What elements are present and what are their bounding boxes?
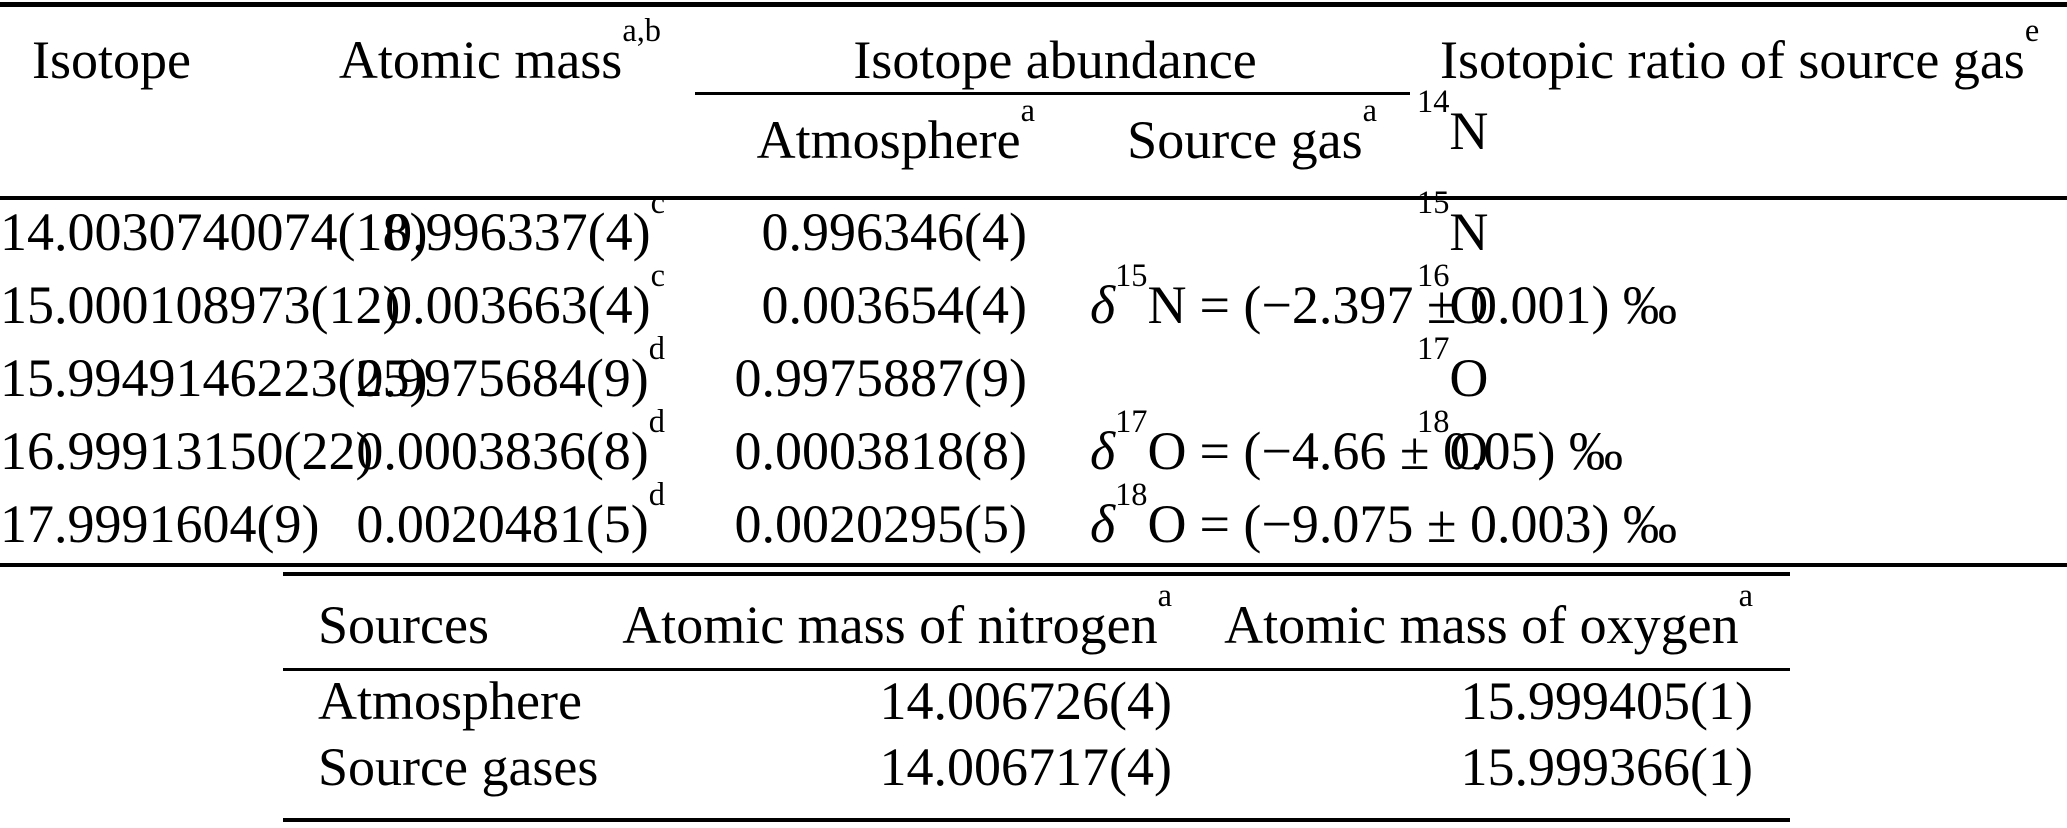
header-atomic-mass: Atomic massa,b — [240, 0, 665, 95]
header-isotopic-ratio: Isotopic ratio of source gase — [1385, 0, 2067, 95]
isotope-table: Isotope Atomic massa,b Isotope abundance… — [0, 0, 2067, 561]
delta-value: = (−9.075 ± 0.003) ‰ — [1199, 494, 1677, 554]
abundance-group-rule — [695, 92, 1410, 95]
table2-top-rule — [283, 572, 1790, 576]
header-atmosphere-text: Atmosphere — [756, 110, 1021, 170]
mass-number: 15 — [1417, 185, 1450, 222]
header-isotopic-ratio-text: Isotopic ratio of source gas — [1440, 30, 2025, 90]
atomic-mass-value: 14.0030740074(18) — [0, 202, 428, 262]
abundance-number: 0.0003836(8) — [356, 421, 649, 481]
header-source-gas-text: Source gas — [1127, 110, 1363, 170]
abundance-number: 0.996337(4) — [385, 202, 651, 262]
atomic-mass-value: 16.99913150(22) — [0, 421, 374, 481]
abundance-number: 0.003663(4) — [385, 275, 651, 335]
header-spacer — [1753, 572, 1790, 668]
delta-mass-number: 17 — [1115, 404, 1148, 441]
isotope-label: 14N — [1385, 86, 2067, 196]
source-gas-abundance-value: 0.003654(4) — [761, 275, 1027, 335]
mass-number: 16 — [1417, 258, 1450, 295]
table1-mid-rule — [0, 196, 2067, 200]
isotope-label: 15N — [1385, 187, 2067, 269]
header-isotope: Isotope — [32, 30, 191, 90]
delta-symbol: δ — [1090, 275, 1116, 335]
abundance-footnote: d — [648, 404, 665, 441]
delta-element: N — [1147, 275, 1187, 335]
sources-table: Sources Atomic mass of nitrogena Atomic … — [283, 572, 1790, 800]
nitrogen-mass-value: 14.006717(4) — [879, 737, 1172, 797]
header-atomic-mass-nitrogen-text: Atomic mass of nitrogen — [622, 595, 1158, 655]
header-atomic-mass-oxygen-footnote: a — [1738, 578, 1753, 615]
isotopic-ratio-cell: δ18O = (−9.075 ± 0.003) ‰ — [1035, 479, 1677, 561]
element-symbol: O — [1449, 421, 1489, 481]
header-source-gas-footnote: a — [1362, 93, 1377, 130]
header-atomic-mass-nitrogen: Atomic mass of nitrogena — [603, 572, 1172, 668]
abundance-footnote: c — [650, 185, 665, 222]
abundance-footnote: d — [648, 331, 665, 368]
atomic-mass-value: 15.000108973(12) — [0, 275, 401, 335]
atmosphere-abundance-value: 0.003663(4)c — [240, 260, 665, 342]
abundance-number: 0.0020481(5) — [356, 494, 649, 554]
delta-element: O — [1147, 421, 1187, 481]
header-isotopic-ratio-footnote: e — [2024, 13, 2040, 50]
row-spacer — [1753, 734, 1790, 800]
header-atomic-mass-oxygen: Atomic mass of oxygena — [1172, 572, 1753, 668]
mass-number: 14 — [1417, 84, 1450, 121]
header-atmosphere: Atmospherea — [665, 95, 1035, 196]
oxygen-mass-value: 15.999366(1) — [1460, 737, 1753, 797]
isotopic-ratio-cell: δ15N = (−2.397 ± 0.001) ‰ — [1035, 260, 1677, 342]
source-gas-abundance-value: 0.0003818(8) — [734, 421, 1027, 481]
source-name: Atmosphere — [318, 671, 582, 731]
table1-top-rule — [0, 2, 2067, 7]
header-isotope-abundance: Isotope abundance — [665, 0, 1410, 95]
header-atomic-mass-text: Atomic mass — [338, 30, 623, 90]
isotopic-ratio-cell — [1035, 196, 1385, 269]
mass-number: 17 — [1417, 331, 1450, 368]
table2-bottom-rule — [283, 818, 1790, 822]
nitrogen-mass-value: 14.006726(4) — [879, 671, 1172, 731]
delta-element: O — [1147, 494, 1187, 554]
element-symbol: O — [1449, 348, 1489, 408]
header-atmosphere-footnote: a — [1020, 93, 1035, 130]
delta-symbol: δ — [1090, 494, 1116, 554]
header-sources: Sources — [318, 595, 489, 655]
header-atomic-mass-oxygen-text: Atomic mass of oxygen — [1224, 595, 1739, 655]
table2-mid-rule — [283, 668, 1790, 671]
isotopic-ratio-cell — [1035, 342, 1385, 415]
table1-bottom-rule — [0, 563, 2067, 567]
delta-mass-number: 18 — [1115, 477, 1148, 514]
abundance-footnote: d — [648, 477, 665, 514]
abundance-footnote: c — [650, 258, 665, 295]
atmosphere-abundance-value: 0.0003836(8)d — [240, 406, 665, 488]
atmosphere-abundance-value: 0.0020481(5)d — [240, 479, 665, 561]
header-source-gas: Source gasa — [1035, 95, 1385, 196]
isotopic-ratio-cell: δ17O = (−4.66 ± 0.05) ‰ — [1035, 406, 1623, 488]
atomic-mass-value: 15.9949146223(25) — [0, 348, 428, 408]
atmosphere-abundance-value: 0.9975684(9)d — [240, 333, 665, 415]
isotope-label: 16O — [1385, 260, 2067, 342]
abundance-number: 0.9975684(9) — [356, 348, 649, 408]
source-gas-abundance-value: 0.0020295(5) — [734, 494, 1027, 554]
atmosphere-abundance-value: 0.996337(4)c — [240, 187, 665, 269]
source-name: Source gases — [318, 737, 599, 797]
atomic-mass-value: 17.9991604(9) — [0, 494, 320, 554]
header-isotope-abundance-text: Isotope abundance — [853, 30, 1257, 90]
element-symbol: N — [1449, 202, 1489, 262]
delta-symbol: δ — [1090, 421, 1116, 481]
source-gas-abundance-value: 0.996346(4) — [761, 202, 1027, 262]
source-gas-abundance-value: 0.9975887(9) — [734, 348, 1027, 408]
oxygen-mass-value: 15.999405(1) — [1460, 671, 1753, 731]
header-atomic-mass-footnote: a,b — [622, 13, 661, 50]
delta-value: = (−4.66 ± 0.05) ‰ — [1199, 421, 1623, 481]
header-atomic-mass-nitrogen-footnote: a — [1157, 578, 1172, 615]
delta-mass-number: 15 — [1115, 258, 1148, 295]
row-spacer — [1753, 668, 1790, 734]
element-symbol: N — [1449, 101, 1489, 161]
delta-value: = (−2.397 ± 0.001) ‰ — [1199, 275, 1677, 335]
element-symbol: O — [1449, 275, 1489, 335]
isotope-label: 17O — [1385, 333, 2067, 415]
isotope-label: 18O — [1385, 406, 2067, 488]
mass-number: 18 — [1417, 404, 1450, 441]
